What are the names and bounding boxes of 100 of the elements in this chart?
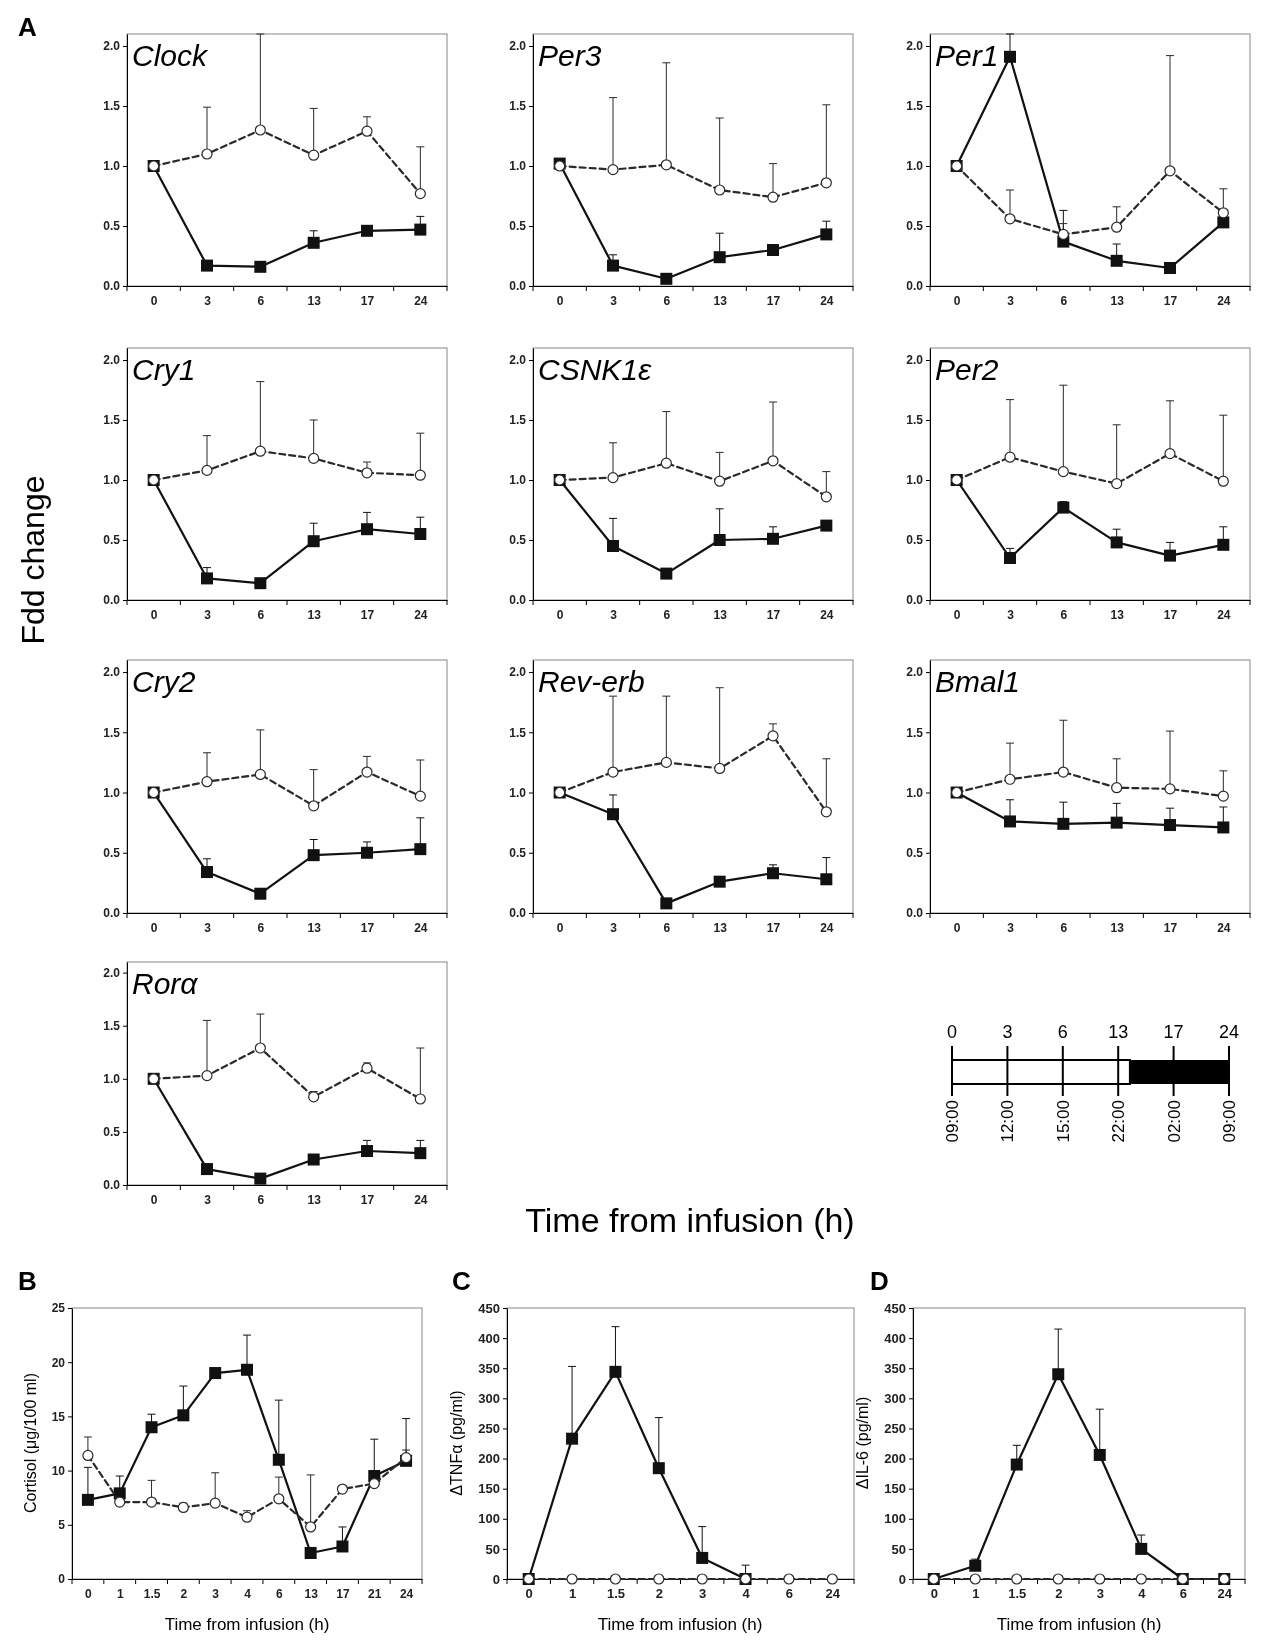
point — [1004, 451, 1016, 463]
category-label: 13 — [1108, 1022, 1129, 1042]
point — [1052, 1368, 1065, 1381]
x-tick-label: 17 — [766, 607, 781, 622]
point — [308, 452, 320, 464]
x-tick-label: 24 — [399, 1586, 414, 1601]
point — [177, 1409, 190, 1422]
point — [254, 768, 266, 781]
x-tick-label: 6 — [663, 920, 671, 935]
y-tick-label: 400 — [884, 1330, 906, 1346]
point — [1164, 783, 1176, 795]
x-tick-label: 0 — [556, 920, 564, 935]
chart-title: Cry2 — [132, 665, 196, 698]
point — [820, 519, 833, 532]
y-tick-label: 250 — [478, 1421, 500, 1437]
point — [1217, 207, 1229, 219]
x-tick-label: 0 — [953, 607, 961, 622]
point — [361, 766, 373, 778]
point — [1135, 1542, 1148, 1555]
point — [566, 1432, 579, 1445]
x-tick-label: 1.5 — [1008, 1586, 1027, 1602]
point — [414, 1093, 426, 1105]
point — [1057, 817, 1070, 830]
y-tick-label: 0.5 — [509, 219, 527, 234]
y-tick-label: 1.5 — [509, 99, 527, 114]
point — [414, 188, 426, 200]
y-tick-label: 200 — [478, 1451, 500, 1467]
x-tick-label: 13 — [304, 1586, 319, 1601]
x-axis-title: Time from infusion (h) — [164, 1615, 330, 1634]
x-tick-label: 24 — [820, 920, 834, 935]
x-tick-label: 24 — [414, 293, 428, 308]
x-tick-label: 13 — [307, 607, 322, 622]
y-tick-label: 0.5 — [103, 219, 121, 234]
point — [1217, 538, 1230, 551]
x-tick-label: 0 — [85, 1586, 93, 1601]
x-tick-label: 13 — [713, 920, 728, 935]
chart-title: Per3 — [538, 39, 602, 72]
point — [361, 1145, 373, 1158]
point — [145, 1496, 158, 1508]
point — [660, 756, 672, 769]
x-tick-label: 13 — [307, 1192, 322, 1207]
point — [969, 1559, 982, 1572]
point — [201, 1163, 213, 1176]
point — [241, 1511, 253, 1523]
x-tick-label: 4 — [244, 1586, 252, 1601]
point — [1135, 1573, 1147, 1585]
point — [660, 159, 672, 171]
y-tick-label: 100 — [478, 1511, 500, 1527]
point — [1057, 466, 1069, 478]
point — [713, 534, 726, 546]
point — [1217, 790, 1229, 802]
point — [81, 1493, 94, 1506]
point — [307, 849, 320, 862]
x-axis-title: Time from infusion (h) — [597, 1615, 763, 1634]
y-tick-label: 200 — [884, 1451, 906, 1467]
point — [1057, 501, 1070, 514]
point — [368, 1478, 380, 1490]
point — [714, 184, 726, 196]
x-tick-label: 3 — [610, 607, 618, 622]
point — [660, 272, 673, 285]
x-tick-label: 3 — [212, 1586, 220, 1601]
y-tick-label: 0.5 — [509, 533, 527, 548]
point — [969, 1573, 981, 1585]
point — [1217, 821, 1230, 834]
x-tick-label: 6 — [257, 1192, 265, 1207]
y-tick-label: 2.0 — [103, 965, 121, 980]
point — [254, 445, 266, 457]
y-tick-label: 2.0 — [906, 353, 924, 368]
point — [767, 191, 779, 203]
point — [767, 730, 779, 742]
point — [361, 224, 373, 237]
point — [1010, 1458, 1023, 1471]
category-label: 0 — [946, 1022, 958, 1042]
point — [660, 457, 672, 469]
y-tick-label: 1.0 — [103, 473, 121, 488]
point — [414, 1147, 427, 1160]
x-tick-label: 13 — [1110, 607, 1125, 622]
y-tick-label: 0.5 — [103, 1125, 121, 1140]
text: 12:00 — [998, 1100, 1018, 1143]
x-tick-label: 1.5 — [606, 1586, 625, 1602]
x-tick-label: 24 — [414, 607, 428, 622]
chart-title: Rev-erb — [538, 665, 645, 698]
point — [1217, 475, 1229, 487]
category-label: 17 — [1163, 1022, 1184, 1042]
chart-title: Bmal1 — [935, 665, 1021, 698]
y-tick-label: 0.0 — [103, 906, 121, 921]
point — [1004, 50, 1016, 63]
point — [114, 1496, 126, 1508]
x-tick-label: 13 — [713, 607, 728, 622]
x-tick-label: 24 — [414, 920, 428, 935]
x-tick-label: 6 — [785, 1586, 794, 1602]
x-tick-label: 0 — [150, 293, 158, 308]
x-tick-label: 17 — [1163, 607, 1178, 622]
point — [767, 532, 779, 545]
x-tick-label: 24 — [414, 1192, 428, 1207]
y-tick-label: 100 — [884, 1511, 906, 1527]
x-tick-label: 6 — [663, 607, 671, 622]
point — [607, 164, 619, 176]
point — [609, 1573, 622, 1585]
y-tick-label: 1.0 — [103, 785, 121, 800]
